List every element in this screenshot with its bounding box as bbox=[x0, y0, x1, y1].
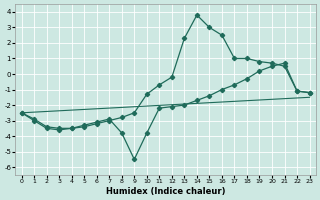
X-axis label: Humidex (Indice chaleur): Humidex (Indice chaleur) bbox=[106, 187, 225, 196]
